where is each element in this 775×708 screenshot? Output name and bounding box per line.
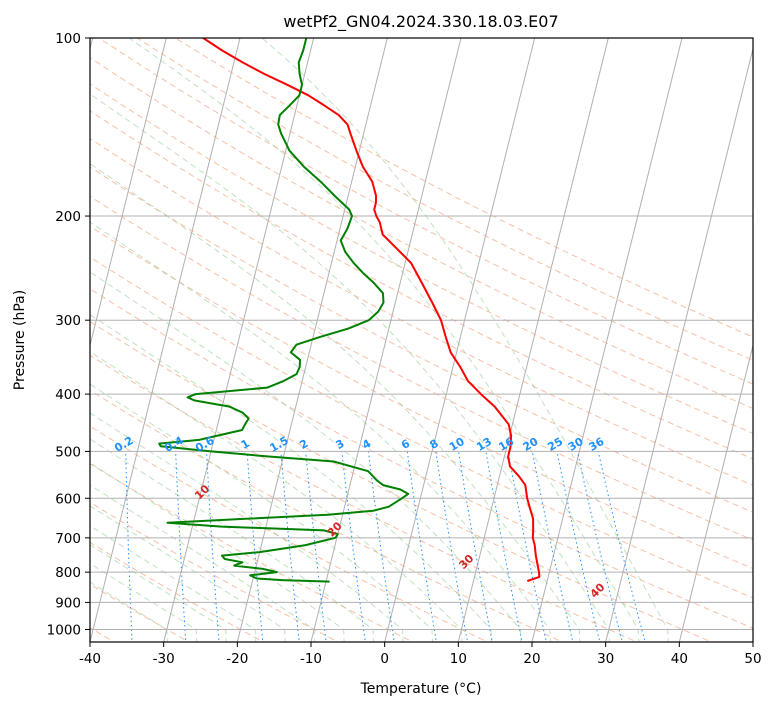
isotherm-line	[605, 46, 753, 642]
dry-adiabat-line	[90, 166, 753, 513]
x-axis-label: Temperature (°C)	[360, 681, 482, 697]
x-tick-label: 0	[380, 651, 389, 667]
mixing-ratio-line	[597, 451, 646, 642]
x-tick-label: 50	[744, 651, 761, 667]
dry-adiabat-line	[90, 110, 753, 460]
y-tick-label: 100	[55, 31, 81, 47]
dry-adiabat-line	[90, 195, 753, 541]
mixing-ratio-line	[368, 451, 395, 642]
y-tick-label: 700	[55, 531, 81, 547]
moist-adiabat-line	[90, 438, 375, 642]
x-axis-ticks: -40 -30 -20 -10 0 10 20 30 40 50	[79, 642, 762, 667]
isotherm-line	[236, 38, 388, 642]
moist-adiabat-line	[90, 505, 286, 642]
isotherm-line	[90, 38, 241, 642]
dry-adiabat-line	[90, 389, 564, 642]
moist-adiabat-line	[90, 544, 227, 642]
isotherm-line	[163, 38, 315, 642]
isotherm-line	[678, 343, 753, 642]
dry-adiabat-line	[98, 38, 753, 385]
moist-adiabat-line	[90, 221, 551, 642]
isotherm-line	[310, 38, 462, 642]
mixing-ratio-line	[125, 451, 133, 642]
sounding-series	[158, 38, 541, 583]
moist-adiabat-line	[128, 38, 640, 642]
dry-adiabat-line	[90, 138, 753, 486]
dry-adiabat-line	[90, 425, 489, 642]
mixing-ratio-line	[341, 451, 366, 642]
plot-area	[90, 38, 753, 642]
dry-adiabat-line	[90, 256, 753, 599]
plot-frame	[89, 37, 754, 643]
chart-title: wetPf2_GN04.2024.330.18.03.E07	[283, 12, 558, 32]
pressure-gridlines	[90, 38, 753, 630]
moist-adiabat-line	[90, 350, 463, 642]
x-tick-label: 30	[597, 651, 614, 667]
y-tick-label: 400	[55, 387, 81, 403]
moist-adiabat-line	[90, 163, 581, 642]
x-tick-label: -20	[226, 651, 248, 667]
mixing-ratio-line	[280, 451, 300, 642]
x-tick-label: -40	[79, 651, 101, 667]
mixing-ratio-line	[206, 451, 220, 642]
x-tick-label: 10	[450, 651, 467, 667]
moist-adiabat-line	[90, 412, 404, 642]
mixing-ratio-line	[305, 451, 327, 642]
y-tick-label: 1000	[47, 622, 81, 638]
moist-adiabat-line	[90, 525, 257, 642]
y-tick-label: 600	[55, 491, 81, 507]
mixing-ratio-line	[175, 451, 187, 642]
y-axis-ticks: 1000 900 800 700 600 500 400 300 200 100	[47, 31, 90, 638]
moist-adiabat-line	[90, 93, 610, 642]
isotherm-line	[457, 38, 609, 642]
moist-adiabat-line	[90, 581, 168, 642]
mixing-ratio-line	[246, 451, 264, 642]
dry-adiabat-line	[136, 38, 753, 361]
moist-adiabat-line	[90, 562, 198, 642]
dewpoint-line	[158, 38, 410, 583]
temperature-line	[202, 38, 541, 582]
mixing-ratio-line	[577, 451, 623, 642]
x-tick-label: -10	[300, 651, 322, 667]
mixing-ratio-line	[406, 451, 437, 642]
isotherm-line	[384, 38, 536, 642]
x-tick-label: -30	[153, 651, 175, 667]
moist-adiabat-line	[261, 38, 669, 642]
moist-adiabat-line	[90, 462, 345, 642]
x-tick-label: 40	[671, 651, 688, 667]
isotherm-line	[90, 38, 167, 348]
mixing-ratio-line	[556, 451, 601, 642]
y-tick-label: 900	[55, 595, 81, 611]
y-tick-label: 800	[55, 565, 81, 581]
y-axis-label: Pressure (hPa)	[12, 290, 28, 390]
y-tick-label: 200	[55, 209, 81, 225]
x-tick-label: 20	[523, 651, 540, 667]
y-tick-label: 500	[55, 444, 81, 460]
y-tick-label: 300	[55, 313, 81, 329]
moist-adiabat-line	[90, 313, 492, 642]
